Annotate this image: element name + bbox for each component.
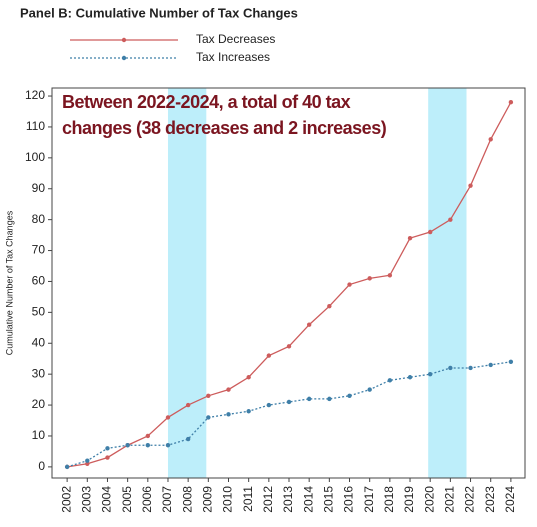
data-point bbox=[387, 378, 393, 383]
x-tick-label: 2008 bbox=[180, 486, 194, 513]
data-point bbox=[125, 443, 130, 448]
data-point bbox=[105, 455, 110, 460]
x-tick-label: 2015 bbox=[322, 486, 336, 513]
x-tick-label: 2021 bbox=[443, 486, 457, 513]
y-tick-label: 70 bbox=[32, 243, 46, 257]
data-point bbox=[206, 415, 211, 420]
data-point bbox=[448, 365, 453, 371]
x-tick-label: 2024 bbox=[503, 486, 517, 513]
data-point bbox=[206, 393, 211, 398]
data-point bbox=[226, 412, 231, 417]
data-point bbox=[367, 276, 372, 281]
y-tick-label: 0 bbox=[38, 459, 45, 473]
shaded-span bbox=[428, 88, 467, 478]
x-tick-label: 2011 bbox=[241, 486, 255, 512]
data-point bbox=[185, 402, 191, 408]
y-tick-label: 80 bbox=[32, 212, 46, 226]
data-point bbox=[347, 393, 352, 398]
data-point bbox=[165, 415, 171, 420]
x-tick-label: 2010 bbox=[221, 486, 235, 513]
legend-label: Tax Decreases bbox=[196, 32, 275, 46]
data-point bbox=[85, 461, 90, 466]
x-tick-label: 2016 bbox=[342, 486, 356, 513]
data-point bbox=[508, 100, 514, 105]
y-tick-label: 120 bbox=[25, 88, 45, 102]
data-point bbox=[448, 217, 453, 222]
x-tick-label: 2012 bbox=[261, 486, 275, 513]
x-tick-label: 2022 bbox=[463, 486, 477, 513]
y-tick-label: 30 bbox=[32, 366, 46, 380]
data-point bbox=[85, 458, 90, 463]
data-point bbox=[327, 303, 332, 309]
data-point bbox=[286, 344, 292, 349]
x-tick-label: 2014 bbox=[301, 486, 315, 513]
data-point bbox=[407, 375, 413, 380]
data-point bbox=[185, 436, 191, 442]
data-point bbox=[145, 443, 151, 448]
y-axis-label: Cumulative Number of Tax Changes bbox=[4, 210, 14, 355]
data-point bbox=[266, 353, 272, 358]
data-point bbox=[468, 365, 473, 371]
data-point bbox=[508, 359, 514, 365]
data-point bbox=[306, 396, 312, 402]
legend-label: Tax Increases bbox=[196, 50, 270, 64]
x-tick-label: 2023 bbox=[483, 486, 497, 513]
data-point bbox=[407, 235, 413, 241]
data-point bbox=[145, 433, 151, 439]
y-tick-label: 10 bbox=[32, 428, 46, 442]
x-tick-label: 2002 bbox=[59, 486, 73, 513]
data-point bbox=[347, 282, 352, 287]
data-point bbox=[105, 446, 110, 451]
x-tick-label: 2019 bbox=[402, 486, 416, 513]
data-point bbox=[427, 371, 433, 377]
x-tick-label: 2017 bbox=[362, 486, 376, 513]
y-tick-label: 110 bbox=[26, 119, 45, 133]
legend-marker bbox=[121, 55, 127, 61]
data-point bbox=[327, 396, 332, 402]
x-tick-label: 2018 bbox=[382, 486, 396, 513]
data-point bbox=[367, 387, 372, 392]
y-tick-label: 40 bbox=[32, 335, 46, 349]
x-tick-label: 2005 bbox=[120, 486, 134, 513]
annotation: Between 2022-2024, a total of 40 tax bbox=[62, 92, 351, 112]
data-point bbox=[266, 402, 272, 408]
data-point bbox=[165, 443, 171, 448]
x-tick-label: 2006 bbox=[140, 486, 154, 513]
y-tick-label: 20 bbox=[32, 397, 46, 411]
annotation: changes (38 decreases and 2 increases) bbox=[62, 118, 387, 138]
y-tick-label: 100 bbox=[25, 150, 45, 164]
y-tick-label: 90 bbox=[32, 181, 46, 195]
x-tick-label: 2020 bbox=[422, 486, 436, 513]
shaded-span bbox=[167, 88, 207, 478]
chart-title: Panel B: Cumulative Number of Tax Change… bbox=[20, 5, 298, 20]
x-tick-label: 2013 bbox=[281, 486, 295, 513]
data-point bbox=[226, 387, 231, 392]
data-point bbox=[387, 273, 393, 278]
data-point bbox=[64, 464, 70, 470]
y-tick-label: 60 bbox=[32, 274, 46, 288]
data-point bbox=[286, 399, 292, 405]
data-point bbox=[468, 183, 473, 188]
x-tick-label: 2009 bbox=[200, 486, 214, 513]
legend-marker bbox=[121, 37, 127, 43]
data-point bbox=[246, 409, 251, 414]
x-tick-label: 2004 bbox=[100, 486, 114, 513]
plot-frame bbox=[51, 87, 526, 479]
x-tick-label: 2003 bbox=[79, 486, 93, 513]
data-point bbox=[427, 229, 433, 235]
data-point bbox=[306, 322, 312, 327]
y-tick-label: 50 bbox=[32, 305, 46, 319]
data-point bbox=[488, 362, 493, 368]
data-point bbox=[246, 375, 251, 380]
x-tick-label: 2007 bbox=[160, 486, 174, 513]
data-point bbox=[488, 137, 493, 142]
